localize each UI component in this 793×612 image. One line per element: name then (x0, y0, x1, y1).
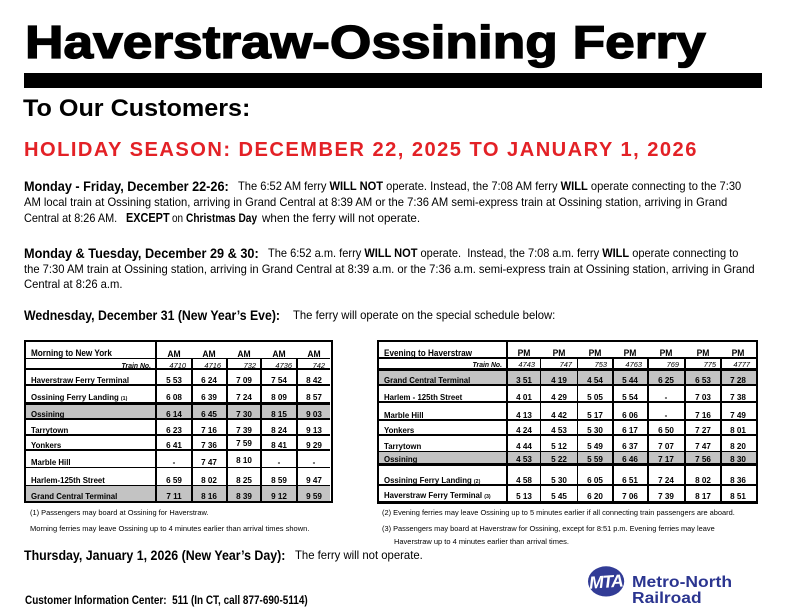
svg-text:MTA: MTA (588, 570, 623, 592)
